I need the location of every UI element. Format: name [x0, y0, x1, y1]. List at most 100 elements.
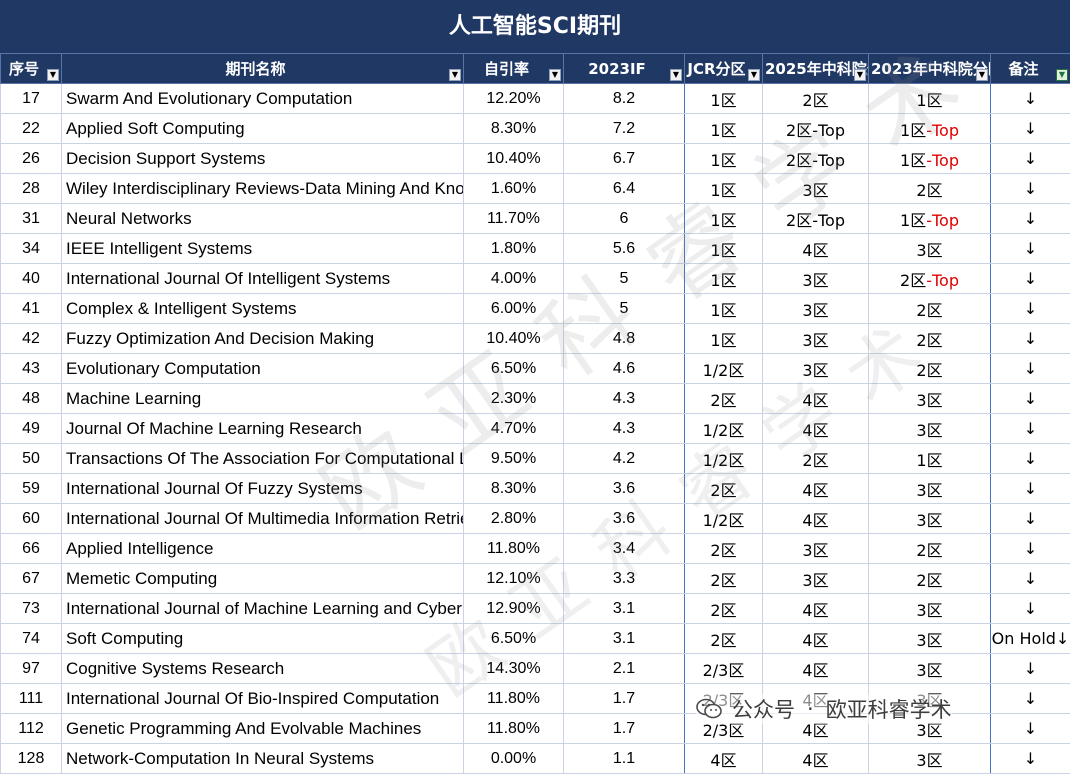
cell-cas2025[interactable]: 4区 — [763, 744, 869, 774]
cell-self-cite[interactable]: 9.50% — [464, 444, 564, 474]
col-header-note[interactable]: 备注▼ — [991, 54, 1070, 84]
cell-cas2025[interactable]: 2区-Top — [763, 144, 869, 174]
cell-note[interactable]: ↓ — [991, 354, 1070, 384]
cell-journal-name[interactable]: Soft Computing — [62, 624, 464, 654]
cell-note[interactable]: ↓ — [991, 294, 1070, 324]
cell-cas2025[interactable]: 3区 — [763, 564, 869, 594]
cell-note[interactable]: ↓ — [991, 264, 1070, 294]
cell-impact-factor[interactable]: 1.1 — [564, 744, 685, 774]
cell-cas2023[interactable]: 3区 — [869, 654, 991, 684]
cell-cas2023[interactable]: 2区 — [869, 174, 991, 204]
filter-dropdown-icon[interactable]: ▼ — [47, 69, 59, 81]
cell-cas2025[interactable]: 2区 — [763, 444, 869, 474]
cell-journal-name[interactable]: Network-Computation In Neural Systems — [62, 744, 464, 774]
cell-jcr[interactable]: 1区 — [685, 294, 763, 324]
cell-jcr[interactable]: 1/2区 — [685, 354, 763, 384]
cell-self-cite[interactable]: 12.20% — [464, 84, 564, 114]
cell-note[interactable]: ↓ — [991, 234, 1070, 264]
cell-note[interactable]: ↓ — [991, 474, 1070, 504]
cell-impact-factor[interactable]: 1.7 — [564, 684, 685, 714]
cell-note[interactable]: ↓ — [991, 384, 1070, 414]
cell-journal-name[interactable]: Cognitive Systems Research — [62, 654, 464, 684]
cell-self-cite[interactable]: 10.40% — [464, 144, 564, 174]
cell-no[interactable]: 34 — [1, 234, 62, 264]
cell-no[interactable]: 73 — [1, 594, 62, 624]
cell-jcr[interactable]: 1区 — [685, 114, 763, 144]
cell-note[interactable]: ↓ — [991, 744, 1070, 774]
cell-jcr[interactable]: 2区 — [685, 624, 763, 654]
cell-no[interactable]: 128 — [1, 744, 62, 774]
cell-impact-factor[interactable]: 8.2 — [564, 84, 685, 114]
col-header-self-cite[interactable]: 自引率▼ — [464, 54, 564, 84]
cell-impact-factor[interactable]: 4.3 — [564, 384, 685, 414]
cell-impact-factor[interactable]: 3.6 — [564, 504, 685, 534]
filter-dropdown-icon[interactable]: ▼ — [670, 69, 682, 81]
cell-cas2025[interactable]: 4区 — [763, 624, 869, 654]
cell-note[interactable]: ↓ — [991, 594, 1070, 624]
cell-no[interactable]: 26 — [1, 144, 62, 174]
cell-jcr[interactable]: 2区 — [685, 564, 763, 594]
cell-no[interactable]: 49 — [1, 414, 62, 444]
cell-cas2025[interactable]: 3区 — [763, 324, 869, 354]
cell-cas2023[interactable]: 3区 — [869, 624, 991, 654]
cell-no[interactable]: 43 — [1, 354, 62, 384]
cell-cas2023[interactable]: 3区 — [869, 474, 991, 504]
cell-no[interactable]: 74 — [1, 624, 62, 654]
cell-journal-name[interactable]: Journal Of Machine Learning Research — [62, 414, 464, 444]
cell-note[interactable]: ↓ — [991, 324, 1070, 354]
cell-journal-name[interactable]: Wiley Interdisciplinary Reviews-Data Min… — [62, 174, 464, 204]
cell-jcr[interactable]: 1区 — [685, 174, 763, 204]
cell-jcr[interactable]: 1/2区 — [685, 414, 763, 444]
cell-self-cite[interactable]: 4.70% — [464, 414, 564, 444]
cell-no[interactable]: 42 — [1, 324, 62, 354]
cell-no[interactable]: 50 — [1, 444, 62, 474]
cell-jcr[interactable]: 1区 — [685, 144, 763, 174]
cell-journal-name[interactable]: Swarm And Evolutionary Computation — [62, 84, 464, 114]
cell-no[interactable]: 41 — [1, 294, 62, 324]
cell-cas2023[interactable]: 2区 — [869, 534, 991, 564]
cell-self-cite[interactable]: 10.40% — [464, 324, 564, 354]
cell-impact-factor[interactable]: 3.1 — [564, 624, 685, 654]
filter-dropdown-icon[interactable]: ▼ — [449, 69, 461, 81]
col-header-if[interactable]: 2023IF▼ — [564, 54, 685, 84]
cell-jcr[interactable]: 2区 — [685, 594, 763, 624]
cell-cas2025[interactable]: 4区 — [763, 504, 869, 534]
cell-no[interactable]: 22 — [1, 114, 62, 144]
cell-self-cite[interactable]: 0.00% — [464, 744, 564, 774]
filter-dropdown-icon[interactable]: ▼ — [549, 69, 561, 81]
cell-no[interactable]: 28 — [1, 174, 62, 204]
cell-jcr[interactable]: 1区 — [685, 264, 763, 294]
cell-self-cite[interactable]: 12.90% — [464, 594, 564, 624]
cell-impact-factor[interactable]: 5.6 — [564, 234, 685, 264]
cell-note[interactable]: ↓ — [991, 684, 1070, 714]
col-header-no[interactable]: 序号▼ — [1, 54, 62, 84]
cell-impact-factor[interactable]: 3.6 — [564, 474, 685, 504]
cell-self-cite[interactable]: 8.30% — [464, 114, 564, 144]
cell-self-cite[interactable]: 1.80% — [464, 234, 564, 264]
cell-no[interactable]: 17 — [1, 84, 62, 114]
cell-cas2023[interactable]: 3区 — [869, 594, 991, 624]
cell-cas2025[interactable]: 4区 — [763, 384, 869, 414]
cell-journal-name[interactable]: International Journal Of Fuzzy Systems — [62, 474, 464, 504]
cell-self-cite[interactable]: 11.70% — [464, 204, 564, 234]
cell-jcr[interactable]: 4区 — [685, 744, 763, 774]
cell-cas2025[interactable]: 4区 — [763, 234, 869, 264]
cell-cas2025[interactable]: 2区 — [763, 84, 869, 114]
filter-dropdown-icon[interactable]: ▼ — [976, 69, 988, 81]
cell-cas2023[interactable]: 1区-Top — [869, 204, 991, 234]
col-header-name[interactable]: 期刊名称▼ — [62, 54, 464, 84]
cell-jcr[interactable]: 1/2区 — [685, 444, 763, 474]
